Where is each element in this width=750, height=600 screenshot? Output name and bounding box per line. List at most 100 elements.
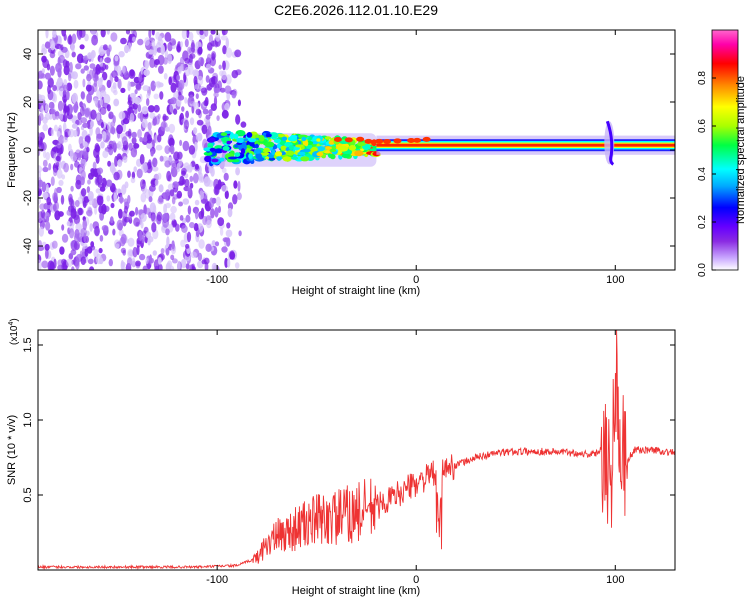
noise-speckle: [128, 128, 132, 139]
noise-speckle: [141, 162, 148, 173]
noise-speckle: [115, 243, 120, 249]
noise-speckle: [52, 85, 57, 92]
noise-speckle: [170, 160, 176, 167]
noise-speckle: [73, 214, 81, 225]
onset-blob: [258, 135, 265, 142]
noise-speckle: [50, 176, 55, 186]
noise-speckle: [87, 52, 93, 60]
onset-blob: [300, 156, 310, 162]
noise-speckle: [216, 115, 220, 121]
noise-speckle: [223, 172, 229, 181]
band-hotspot: [333, 136, 342, 142]
x-tick-label: 0: [413, 574, 419, 586]
onset-blob: [214, 148, 224, 154]
noise-speckle: [221, 70, 227, 81]
noise-speckle: [86, 186, 91, 194]
noise-speckle: [42, 123, 48, 132]
noise-speckle: [95, 127, 101, 137]
noise-speckle: [220, 35, 228, 41]
noise-speckle: [84, 248, 89, 257]
noise-speckle: [84, 135, 91, 143]
noise-speckle: [215, 75, 219, 86]
onset-blob: [315, 146, 326, 152]
noise-speckle: [221, 109, 229, 119]
noise-speckle: [71, 123, 78, 129]
noise-speckle: [200, 87, 207, 94]
noise-speckle: [73, 241, 80, 251]
noise-speckle: [195, 108, 202, 116]
onset-blob: [297, 134, 308, 139]
band-hotspot: [413, 137, 422, 143]
noise-speckle: [38, 132, 41, 142]
noise-speckle: [146, 98, 150, 106]
onset-blob: [219, 157, 225, 162]
noise-speckle: [44, 112, 51, 121]
noise-speckle: [132, 246, 138, 258]
onset-blob: [253, 149, 262, 154]
onset-blob: [324, 136, 332, 140]
noise-speckle: [170, 205, 177, 214]
noise-speckle: [95, 188, 101, 194]
snr-y-ticks: 0.5 1.0 1.5: [22, 337, 675, 503]
noise-speckle: [221, 246, 228, 253]
noise-speckle: [124, 216, 130, 223]
onset-blob: [295, 144, 304, 148]
onset-blob: [220, 132, 228, 137]
noise-speckle: [167, 53, 173, 65]
onset-blob: [341, 150, 352, 154]
noise-speckle: [181, 178, 186, 185]
noise-speckle: [147, 238, 151, 246]
noise-speckle: [100, 141, 105, 149]
noise-speckle: [62, 89, 67, 98]
noise-speckle: [127, 237, 135, 247]
noise-speckle: [50, 40, 56, 51]
noise-speckle: [237, 180, 241, 192]
noise-speckle: [65, 90, 70, 101]
noise-speckle: [173, 108, 178, 115]
onset-blob: [262, 149, 270, 153]
noise-speckle: [99, 186, 106, 192]
noise-speckle: [90, 168, 96, 178]
onset-blob: [273, 138, 281, 144]
onset-blob: [246, 132, 253, 138]
noise-speckle: [234, 262, 240, 269]
noise-speckle: [169, 38, 177, 46]
noise-speckle: [203, 176, 211, 187]
noise-speckle: [198, 210, 204, 220]
noise-speckle: [134, 96, 141, 105]
noise-speckle: [93, 97, 99, 105]
noise-speckle: [154, 265, 160, 270]
noise-speckle: [56, 161, 60, 168]
onset-blob: [281, 136, 288, 141]
noise-speckle: [96, 134, 102, 142]
noise-speckle: [131, 257, 136, 268]
noise-speckle: [129, 112, 135, 123]
noise-speckle: [50, 108, 55, 115]
noise-speckle: [90, 109, 97, 120]
noise-speckle: [117, 159, 123, 168]
noise-speckle: [142, 265, 148, 270]
noise-speckle: [113, 89, 118, 96]
noise-speckle: [118, 51, 125, 58]
noise-speckle: [87, 246, 93, 254]
noise-speckle: [70, 163, 74, 171]
onset-blob: [302, 148, 311, 153]
noise-speckle: [129, 69, 135, 77]
noise-speckle: [82, 141, 88, 147]
noise-speckle: [83, 65, 90, 71]
noise-speckle: [110, 32, 118, 42]
noise-speckle: [86, 93, 92, 104]
noise-speckle: [157, 134, 162, 143]
onset-blob: [240, 148, 246, 155]
noise-speckle: [124, 181, 129, 189]
noise-speckle: [202, 138, 208, 150]
snr-panel: -100 0 100 0.5 1.0 1.5 Height of straight li…: [6, 318, 676, 597]
noise-speckle: [227, 207, 233, 218]
noise-speckle: [114, 55, 119, 62]
noise-speckle: [41, 68, 46, 74]
noise-speckle: [56, 130, 61, 138]
noise-speckle: [164, 160, 171, 168]
spectrogram-y-label: Frequency (Hz): [6, 112, 18, 188]
noise-speckle: [99, 106, 107, 115]
noise-speckle: [117, 78, 122, 90]
